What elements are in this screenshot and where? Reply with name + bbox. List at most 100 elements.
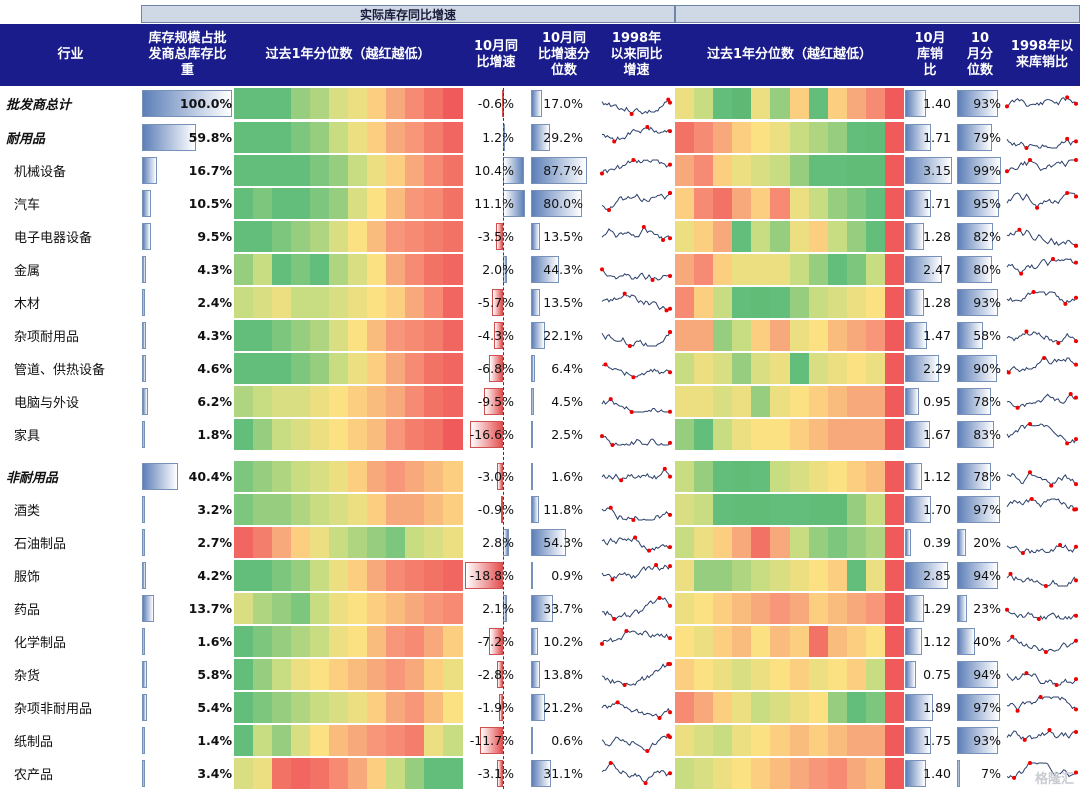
heat-cell <box>348 560 368 591</box>
row-label: 石油制品 <box>14 537 67 552</box>
heat-cell <box>386 494 406 525</box>
sparkline-marker <box>1058 542 1063 547</box>
share-bar <box>142 694 147 721</box>
sparkline-marker <box>1074 638 1078 643</box>
heat-cell <box>348 353 368 384</box>
share-value: 6.2% <box>197 394 232 409</box>
sparkline-marker <box>631 518 636 522</box>
heat-cell <box>884 386 905 417</box>
heat-cell <box>310 419 330 450</box>
yoy-pct-bar <box>531 256 560 283</box>
sparkline-marker <box>1074 339 1078 344</box>
heat-cell <box>713 758 733 789</box>
heat-cell <box>751 461 771 492</box>
heat-cell <box>310 461 330 492</box>
share-bar <box>142 496 145 523</box>
ratio-bar <box>905 157 953 184</box>
sparkline-path <box>601 159 671 174</box>
heat-cell <box>694 560 714 591</box>
heat-cell <box>789 188 810 219</box>
sparkline-ratio <box>1006 290 1078 306</box>
heat-cell <box>865 461 886 492</box>
share-bar <box>142 628 145 655</box>
heat-cell <box>348 287 368 318</box>
heat-cell <box>789 386 810 417</box>
sparkline-marker <box>608 505 613 510</box>
heat-cell <box>405 659 425 690</box>
share-value: 100.0% <box>179 96 232 111</box>
heat-cell <box>310 353 330 384</box>
ratio-bar <box>905 421 931 448</box>
sparkline-ratio <box>1006 695 1078 713</box>
heat-cell <box>367 88 387 119</box>
row-label: 电子电器设备 <box>14 231 93 246</box>
sparkline-marker <box>657 716 662 720</box>
row-label: 农产品 <box>14 768 54 783</box>
yoy-pct-bar <box>531 628 538 655</box>
heat-cell <box>253 659 273 690</box>
sparkline-path <box>1006 696 1077 712</box>
sparkline-yoy <box>601 330 672 348</box>
header-group-ratio <box>675 5 1080 23</box>
heat-cell <box>713 461 733 492</box>
heat-cell <box>291 122 311 153</box>
heat-cell <box>694 626 714 657</box>
yoy-pct-bar <box>531 223 540 250</box>
yoy-pct-value: 17.0% <box>543 96 583 111</box>
heat-cell <box>348 461 368 492</box>
heat-cell <box>808 494 829 525</box>
header-heat-right: 过去1年分位数（越红越低） <box>675 24 904 86</box>
heat-cell <box>424 188 444 219</box>
ratio-value: 2.47 <box>923 262 951 277</box>
heat-cell <box>808 155 829 186</box>
heat-cell <box>770 527 790 558</box>
heat-cell <box>424 527 444 558</box>
heat-cell <box>751 527 771 558</box>
yoy-pct-bar <box>531 124 550 151</box>
heat-cell <box>291 221 311 252</box>
heat-cell <box>272 461 292 492</box>
heat-cell <box>291 626 311 657</box>
ratio-bar <box>905 388 920 415</box>
sparkline-path <box>1006 609 1077 620</box>
heat-cell <box>789 527 810 558</box>
heat-cell <box>694 386 714 417</box>
heat-cell <box>329 88 349 119</box>
sparkline-marker <box>627 344 632 348</box>
sparkline-marker <box>662 466 667 471</box>
yoy-pct-value: 13.5% <box>543 229 583 244</box>
share-bar <box>142 90 232 117</box>
sparkline-marker <box>1074 578 1078 583</box>
header-group-yoy: 实际库存同比增速 <box>141 5 675 23</box>
yoy-pct-value: 87.7% <box>543 163 583 178</box>
sparkline-ratio <box>1005 158 1078 174</box>
sparkline-marker <box>1074 362 1078 367</box>
yoy-pct-bar <box>531 595 553 622</box>
ratio-value: 0.75 <box>923 667 951 682</box>
heat-cell <box>732 626 752 657</box>
heat-cell <box>846 593 867 624</box>
sparkline-marker <box>600 171 604 176</box>
heat-cell <box>367 758 387 789</box>
heat-cell <box>827 494 848 525</box>
yoy-bar <box>497 463 503 490</box>
ratio-value: 1.29 <box>923 601 951 616</box>
sparkline-yoy <box>601 761 672 786</box>
heat-cell <box>443 254 463 285</box>
heat-cell <box>443 659 463 690</box>
heat-cell <box>348 419 368 450</box>
share-bar <box>142 463 179 490</box>
heat-cell <box>367 122 387 153</box>
heat-cell <box>386 758 406 789</box>
heat-cell <box>751 758 771 789</box>
heat-cell <box>405 758 425 789</box>
sparkline-marker <box>1074 677 1078 682</box>
heat-cell <box>272 155 292 186</box>
sparkline-marker <box>668 440 672 445</box>
heat-cell <box>827 626 848 657</box>
heat-cell <box>329 122 349 153</box>
heat-cell <box>234 188 254 219</box>
row-label: 家具 <box>14 429 41 444</box>
share-bar <box>142 529 145 556</box>
heat-cell <box>846 88 867 119</box>
